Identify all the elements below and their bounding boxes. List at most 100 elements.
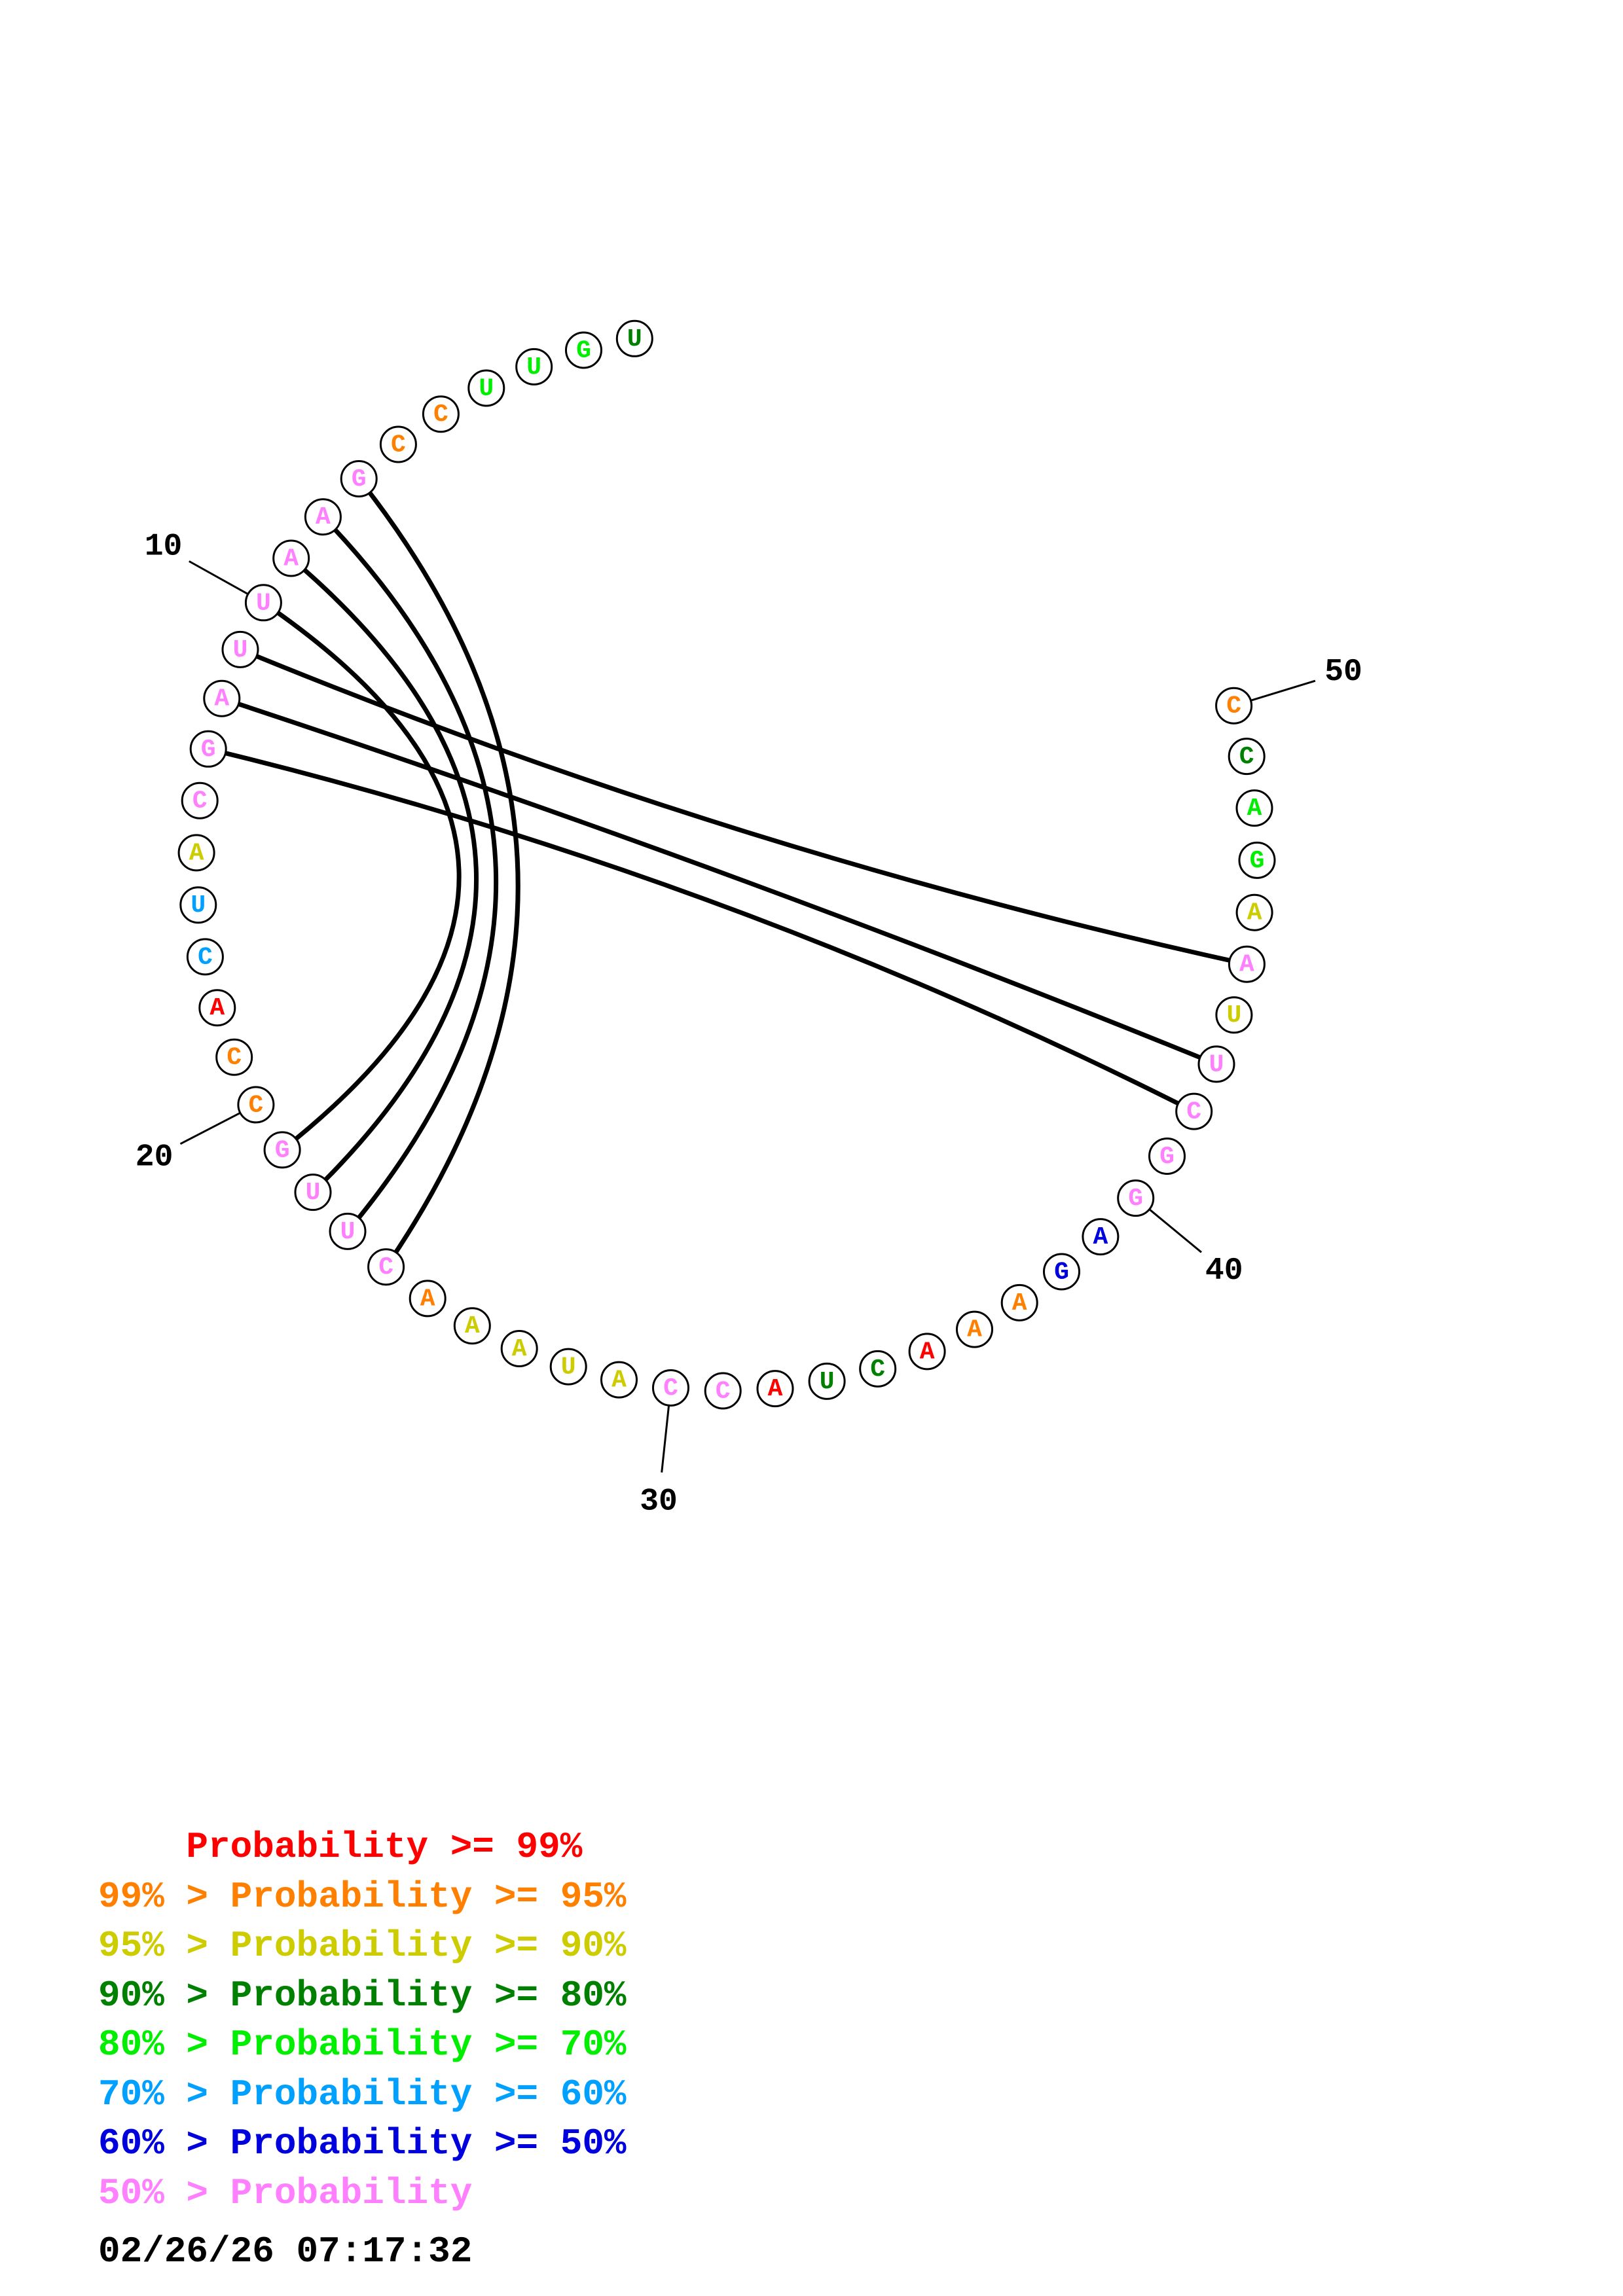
nucleotide-circle [808,1362,846,1400]
nucleotide-circle [263,1131,301,1169]
legend-prefix: 70% > [98,2073,230,2115]
nucleotide-letter: U [306,1179,321,1207]
nucleotide: A [1228,945,1266,983]
nucleotide-circle [181,781,219,819]
legend-prefix: 50% > [98,2172,230,2214]
index-tick [1250,679,1316,702]
nucleotide: U [329,1212,367,1250]
base-pair-arc [239,647,1248,967]
nucleotide-circle [600,1361,638,1399]
nucleotide-letter: G [201,736,216,764]
nucleotide-letter: U [820,1368,835,1396]
nucleotide: A [1235,789,1273,827]
nucleotide-letter: C [227,1044,242,1072]
nucleotide-circle [422,395,460,433]
nucleotide: U [1197,1045,1235,1083]
nucleotide-letter: U [1209,1050,1224,1079]
legend-text: Probability >= 60% [230,2073,627,2115]
nucleotide-letter: A [920,1338,935,1366]
nucleotide-circle [177,834,215,872]
nucleotide: C [237,1086,275,1124]
nucleotide-circle [340,460,378,497]
nucleotide-letter: G [275,1136,290,1164]
nucleotide: C [1228,738,1266,776]
nucleotide: A [453,1307,491,1345]
legend-prefix: 60% > [98,2123,230,2164]
legend-prefix: 99% > [98,1875,230,1918]
nucleotide: A [409,1280,447,1318]
nucleotide-letter: C [433,401,448,429]
nucleotide-letter: A [210,994,225,1022]
nucleotide-letter: A [1247,795,1262,823]
nucleotide-letter: A [316,503,331,531]
nucleotide: A [756,1370,794,1408]
nucleotide-letter: A [1247,899,1262,927]
nucleotide-letter: A [1239,951,1254,979]
nucleotide: C [215,1038,253,1076]
legend-prefix: 90% > [98,1974,230,2017]
base-pair-arc [289,556,479,1194]
legend-row: 95% > Probability >= 90% [98,1922,627,1971]
nucleotide: U [615,319,653,357]
nucleotide: A [600,1361,638,1399]
legend-row: 90% > Probability >= 80% [98,1971,627,2021]
nucleotide-circle [1238,841,1276,879]
base-pair-arc [321,515,499,1233]
nucleotide: C [1215,687,1253,725]
nucleotide: G [1148,1138,1186,1175]
nucleotide-circle [1197,1045,1235,1083]
nucleotide-letter: G [576,337,591,365]
nucleotide: C [379,425,417,463]
probability-legend: Probability >= 99% 99% > Probability >= 9… [98,1823,627,2218]
nucleotide-circle [1228,945,1266,983]
nucleotide-letter: A [420,1285,435,1313]
legend-prefix: 80% > [98,2024,230,2066]
nucleotide-circle [756,1370,794,1408]
legend-row: 80% > Probability >= 70% [98,2020,627,2070]
nucleotide-letter: C [391,431,406,459]
nucleotide: A [203,679,241,717]
index-label: 30 [640,1484,678,1520]
nucleotide-circle [272,539,310,577]
base-pair-arc [208,746,1195,1114]
nucleotide: U [515,348,553,386]
nucleotide-circle [1228,738,1266,776]
index-label: 50 [1324,655,1362,690]
nucleotide-circle [453,1307,491,1345]
nucleotide-circle [615,319,653,357]
index-label: 10 [145,529,183,565]
nucleotide-circle [908,1333,946,1371]
timestamp: 02/26/26 07:17:32 [98,2231,473,2272]
nucleotide-letter: C [248,1091,263,1119]
nucleotide-letter: A [611,1367,627,1395]
nucleotide: G [340,460,378,497]
nucleotide-circle [379,425,417,463]
nucleotide-letter: C [378,1253,393,1282]
nucleotide: A [304,498,342,536]
nucleotide: C [859,1350,897,1388]
nucleotide-circle [304,498,342,536]
nucleotide-letter: G [1250,847,1265,875]
index-tick [179,1111,241,1145]
nucleotide-circle [186,938,224,976]
nucleotide-circle [189,730,227,768]
legend-row: Probability >= 99% [98,1823,627,1873]
nucleotide-circle [1000,1283,1038,1321]
nucleotide: U [221,630,259,668]
nucleotide-letter: A [768,1375,783,1403]
nucleotide-letter: G [1128,1185,1143,1213]
legend-text: Probability >= 50% [230,2123,627,2164]
nucleotide-circle [956,1310,993,1348]
legend-prefix: 95% > [98,1925,230,1967]
nucleotide-letter: G [1054,1259,1069,1287]
nucleotide-letter: A [967,1316,982,1344]
nucleotide-circle [1215,687,1253,725]
nucleotide-circle [1082,1218,1120,1256]
nucleotide: C [1175,1092,1213,1130]
legend-text: Probability [230,2172,473,2214]
nucleotide-circle [409,1280,447,1318]
nucleotide: C [367,1248,405,1286]
nucleotide: C [652,1369,689,1407]
nucleotide-letter: C [1239,743,1254,771]
